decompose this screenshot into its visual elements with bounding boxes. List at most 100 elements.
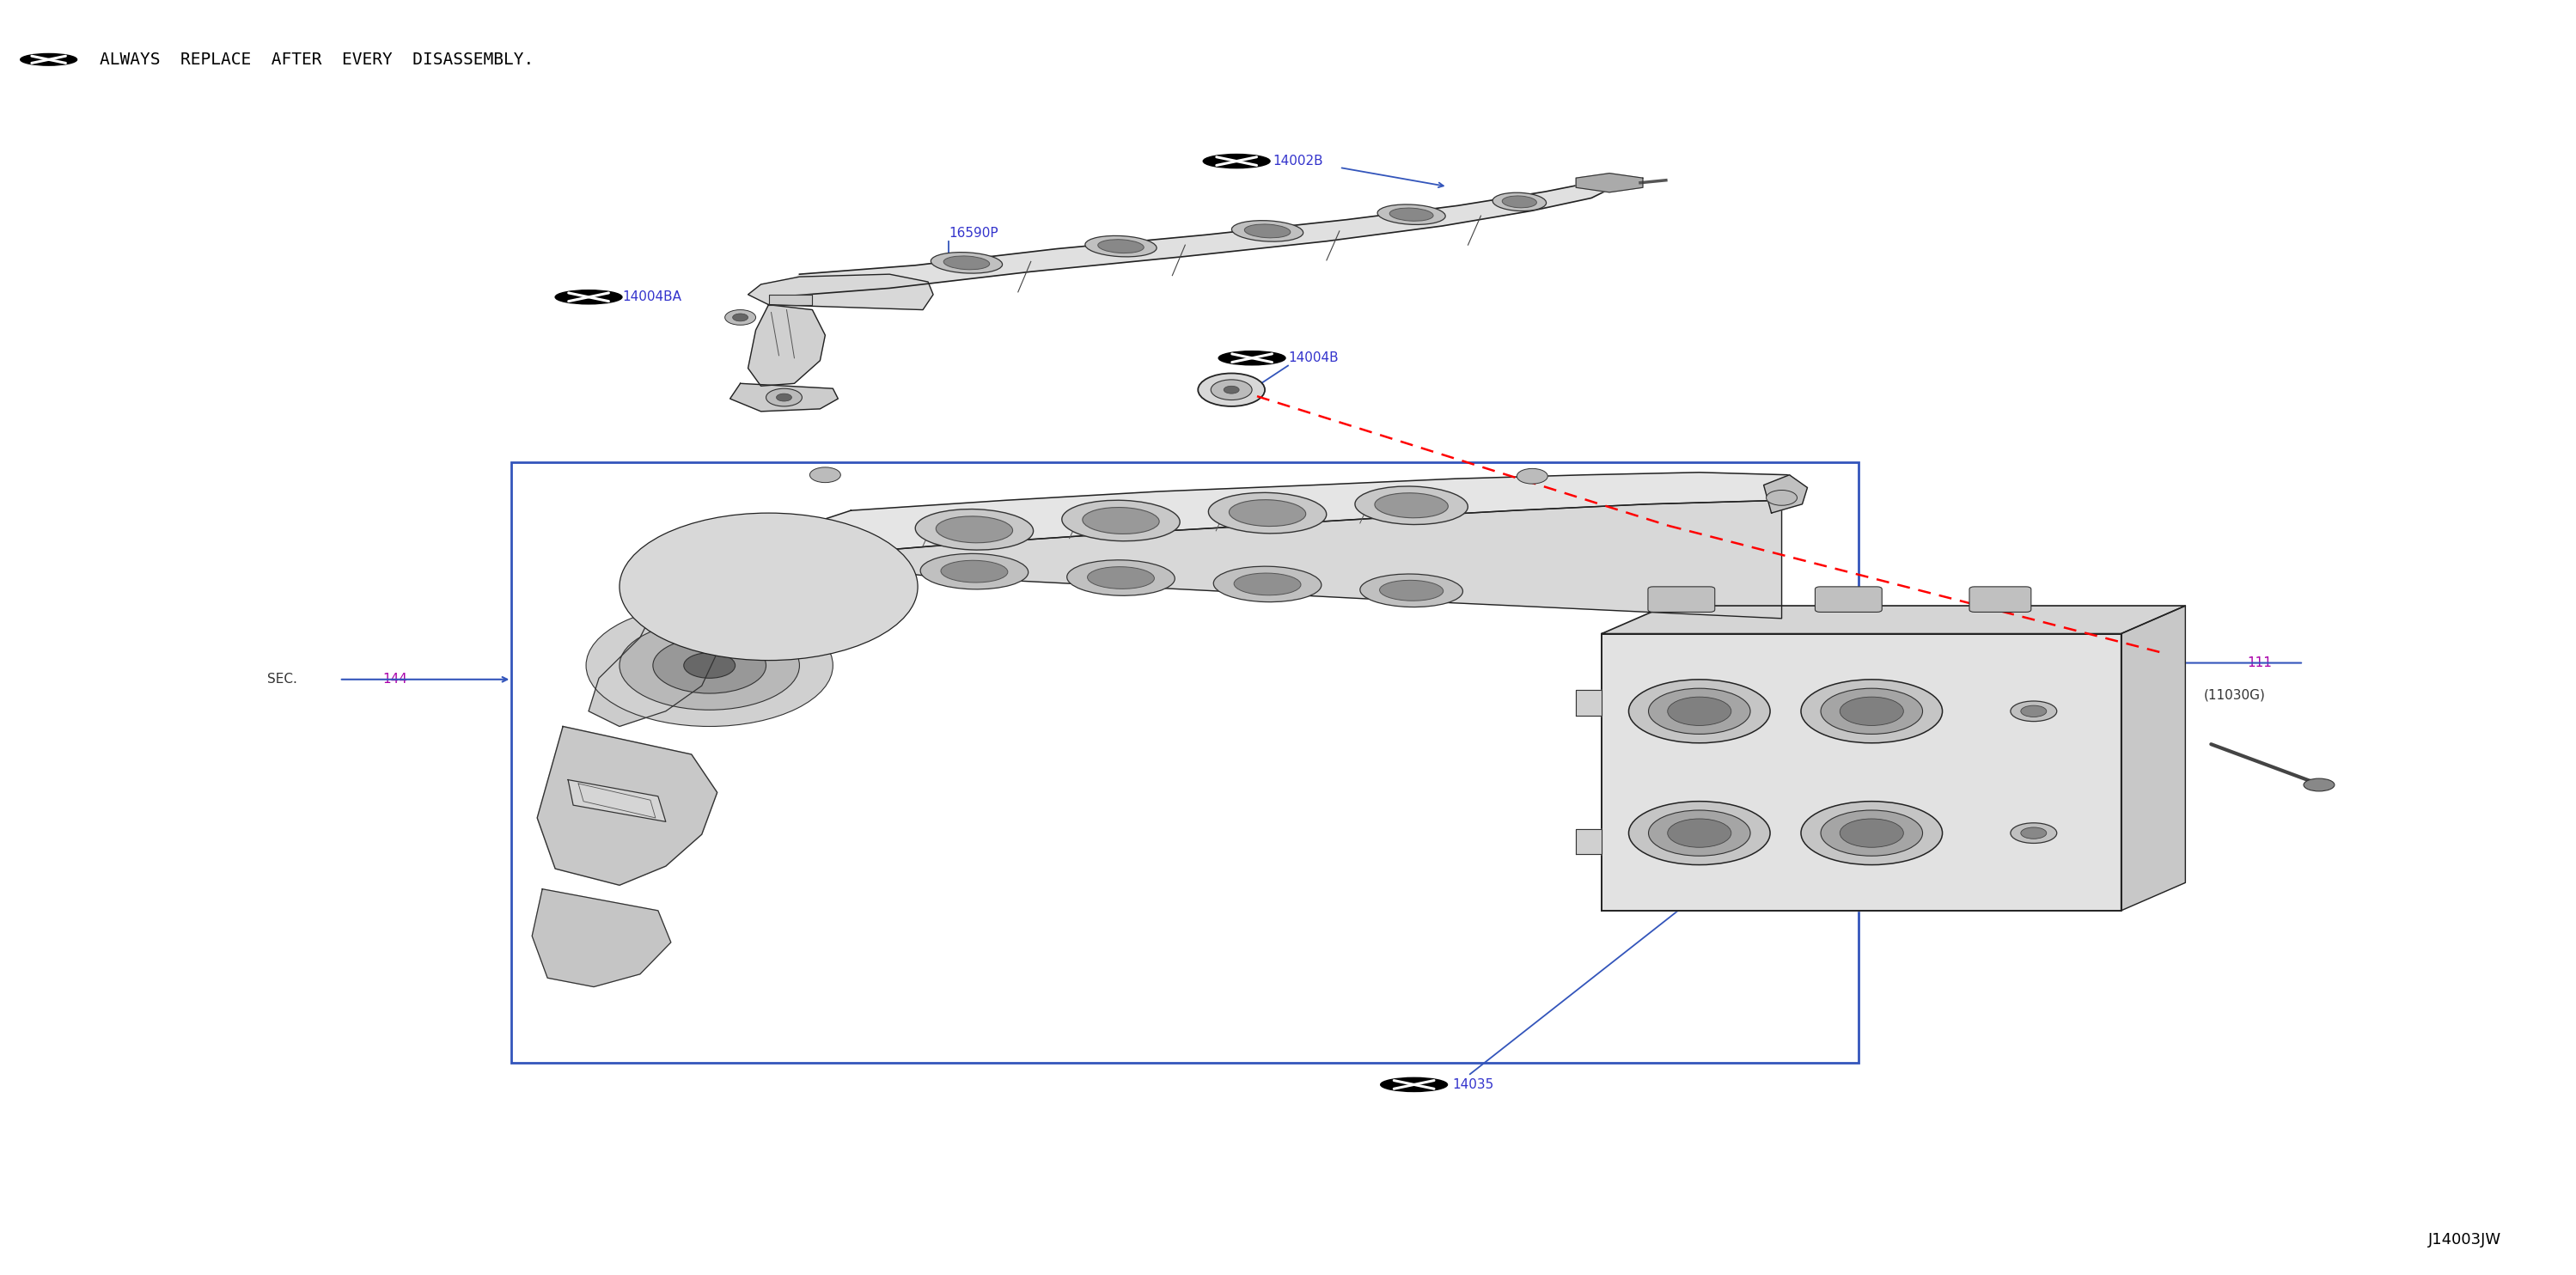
Ellipse shape	[1213, 566, 1321, 602]
Polygon shape	[747, 274, 933, 310]
Text: SEC.: SEC.	[2151, 657, 2182, 669]
Ellipse shape	[1628, 680, 1770, 743]
Polygon shape	[773, 181, 1618, 297]
Circle shape	[1767, 490, 1798, 505]
Circle shape	[724, 310, 755, 325]
Ellipse shape	[2020, 827, 2045, 839]
Text: 14004BA: 14004BA	[621, 291, 680, 303]
Ellipse shape	[1801, 680, 1942, 743]
Ellipse shape	[1378, 204, 1445, 224]
Circle shape	[809, 468, 840, 482]
Ellipse shape	[1649, 810, 1749, 856]
Ellipse shape	[2303, 779, 2334, 792]
Circle shape	[587, 604, 832, 727]
Ellipse shape	[1244, 224, 1291, 238]
Text: ALWAYS  REPLACE  AFTER  EVERY  DISASSEMBLY.: ALWAYS REPLACE AFTER EVERY DISASSEMBLY.	[100, 51, 533, 68]
Polygon shape	[1602, 634, 2120, 910]
Ellipse shape	[1839, 697, 1904, 725]
Polygon shape	[768, 295, 811, 305]
Text: (11030G): (11030G)	[2202, 688, 2264, 701]
Polygon shape	[747, 305, 824, 386]
Circle shape	[618, 513, 917, 660]
Ellipse shape	[1667, 697, 1731, 725]
Ellipse shape	[1649, 688, 1749, 734]
Circle shape	[775, 394, 791, 402]
Ellipse shape	[1381, 1077, 1448, 1091]
Polygon shape	[799, 472, 1798, 555]
Ellipse shape	[1208, 492, 1327, 533]
Circle shape	[1198, 374, 1265, 407]
Ellipse shape	[1667, 819, 1731, 848]
Ellipse shape	[1355, 486, 1468, 524]
Circle shape	[690, 548, 845, 625]
Ellipse shape	[1388, 208, 1432, 221]
Ellipse shape	[1360, 574, 1463, 607]
Text: J14003JW: J14003JW	[2429, 1232, 2501, 1247]
Polygon shape	[533, 889, 670, 987]
Text: 14002B: 14002B	[1273, 154, 1324, 167]
Text: 16590P: 16590P	[948, 227, 997, 240]
Ellipse shape	[940, 561, 1007, 583]
Polygon shape	[793, 500, 1783, 618]
Text: 144: 144	[384, 673, 407, 686]
Ellipse shape	[930, 252, 1002, 273]
Text: 14004B: 14004B	[1288, 352, 1340, 365]
Polygon shape	[1577, 829, 1602, 854]
Text: SEC.: SEC.	[268, 673, 296, 686]
Ellipse shape	[2009, 822, 2056, 843]
Polygon shape	[590, 612, 716, 727]
Ellipse shape	[1218, 351, 1285, 365]
Polygon shape	[2120, 606, 2184, 910]
Ellipse shape	[1066, 560, 1175, 595]
Ellipse shape	[556, 291, 621, 303]
Circle shape	[683, 653, 734, 678]
Circle shape	[750, 578, 786, 595]
Circle shape	[654, 530, 881, 643]
Polygon shape	[538, 727, 716, 885]
Ellipse shape	[1229, 500, 1306, 527]
Ellipse shape	[1821, 810, 1922, 856]
Ellipse shape	[1821, 688, 1922, 734]
Polygon shape	[569, 780, 665, 821]
Circle shape	[765, 389, 801, 407]
Circle shape	[618, 621, 799, 710]
Circle shape	[732, 314, 747, 321]
Circle shape	[726, 566, 809, 607]
Ellipse shape	[1097, 240, 1144, 252]
Ellipse shape	[1381, 580, 1443, 601]
Ellipse shape	[920, 553, 1028, 589]
Ellipse shape	[1801, 801, 1942, 864]
FancyBboxPatch shape	[1649, 586, 1716, 612]
Ellipse shape	[1231, 221, 1303, 241]
Polygon shape	[1765, 474, 1808, 513]
Ellipse shape	[1839, 819, 1904, 848]
Polygon shape	[1577, 690, 1602, 715]
Circle shape	[1224, 386, 1239, 394]
Ellipse shape	[1087, 567, 1154, 589]
Polygon shape	[639, 551, 824, 625]
Ellipse shape	[1234, 572, 1301, 595]
Circle shape	[652, 638, 765, 694]
Ellipse shape	[935, 516, 1012, 543]
Ellipse shape	[1061, 500, 1180, 541]
Ellipse shape	[1492, 193, 1546, 210]
Ellipse shape	[1628, 801, 1770, 864]
Text: 14035: 14035	[1453, 1079, 1494, 1091]
Ellipse shape	[1082, 507, 1159, 534]
Circle shape	[1517, 468, 1548, 483]
Ellipse shape	[1203, 154, 1270, 168]
Ellipse shape	[1084, 236, 1157, 256]
Polygon shape	[1577, 173, 1643, 193]
Ellipse shape	[914, 509, 1033, 550]
FancyBboxPatch shape	[1816, 586, 1883, 612]
Bar	[513, 463, 1860, 1063]
Ellipse shape	[2009, 701, 2056, 722]
Ellipse shape	[1502, 196, 1538, 208]
Polygon shape	[729, 384, 837, 412]
Ellipse shape	[943, 256, 989, 269]
Ellipse shape	[2020, 705, 2045, 717]
Text: 111: 111	[2246, 657, 2272, 669]
Ellipse shape	[21, 54, 77, 65]
FancyBboxPatch shape	[1971, 586, 2030, 612]
Circle shape	[1211, 380, 1252, 400]
